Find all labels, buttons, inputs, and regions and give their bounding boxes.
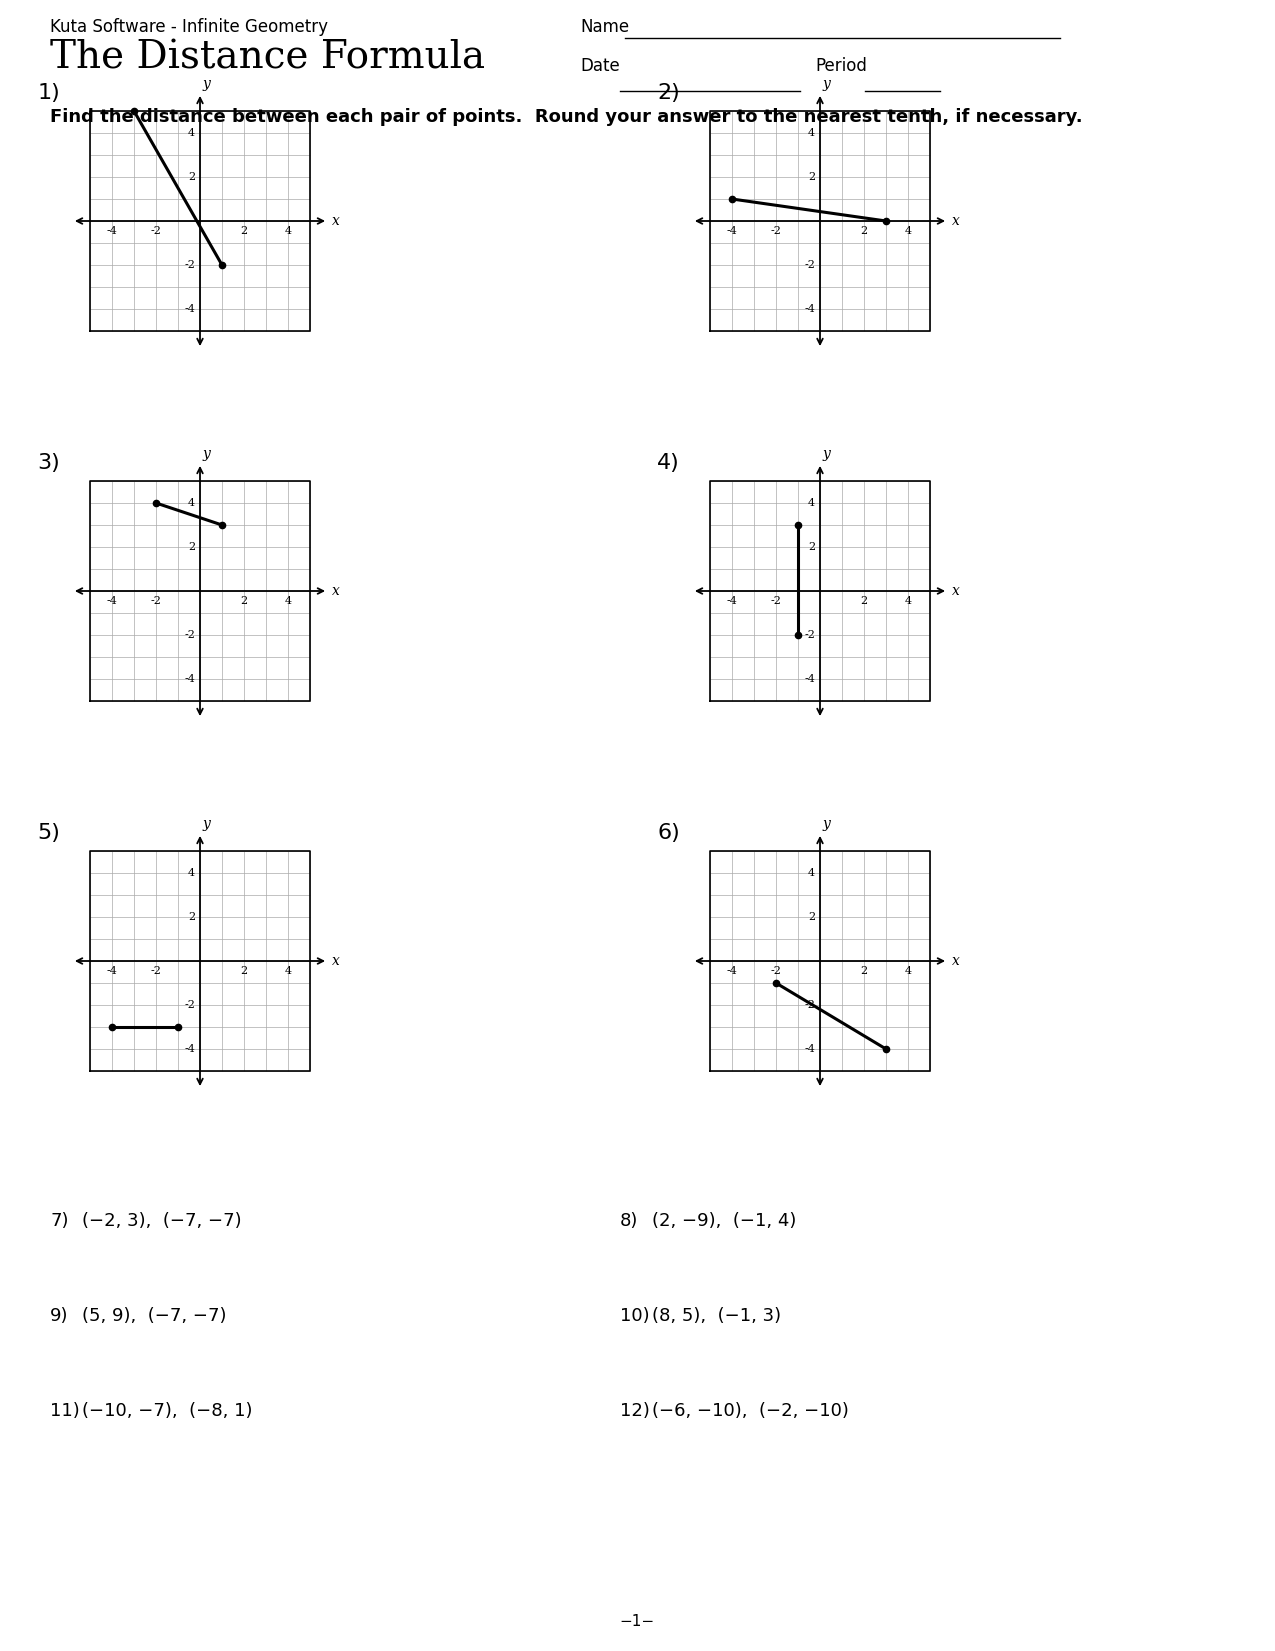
Text: (−10, −7),  (−8, 1): (−10, −7), (−8, 1) — [82, 1402, 252, 1420]
Text: x: x — [332, 584, 340, 598]
Text: y: y — [822, 817, 831, 830]
Text: x: x — [332, 215, 340, 228]
Text: -2: -2 — [805, 1001, 815, 1010]
Text: 4: 4 — [904, 966, 912, 976]
Text: 4): 4) — [657, 452, 680, 472]
Text: 2: 2 — [241, 966, 247, 976]
Text: -4: -4 — [107, 966, 117, 976]
Text: 4: 4 — [187, 868, 195, 878]
Text: -4: -4 — [184, 304, 195, 314]
Text: y: y — [822, 447, 831, 461]
Text: Date: Date — [580, 58, 620, 74]
Text: -2: -2 — [805, 631, 815, 641]
Text: 2: 2 — [808, 172, 815, 182]
Text: 3): 3) — [37, 452, 60, 472]
Text: Find the distance between each pair of points.  Round your answer to the nearest: Find the distance between each pair of p… — [50, 107, 1082, 125]
Text: Period: Period — [815, 58, 867, 74]
Text: y: y — [203, 78, 210, 91]
Text: 7): 7) — [50, 1212, 69, 1230]
Text: 12): 12) — [620, 1402, 650, 1420]
Text: 8): 8) — [620, 1212, 639, 1230]
Text: -2: -2 — [150, 596, 162, 606]
Text: 9): 9) — [50, 1308, 69, 1326]
Text: 4: 4 — [284, 596, 292, 606]
Text: 2: 2 — [187, 172, 195, 182]
Text: -2: -2 — [184, 259, 195, 271]
Text: 4: 4 — [904, 226, 912, 236]
Text: -2: -2 — [150, 226, 162, 236]
Text: 2): 2) — [657, 83, 680, 102]
Text: x: x — [952, 584, 960, 598]
Text: -4: -4 — [805, 674, 815, 684]
Text: 2: 2 — [187, 911, 195, 921]
Text: 1): 1) — [37, 83, 60, 102]
Text: 2: 2 — [241, 226, 247, 236]
Text: -4: -4 — [107, 226, 117, 236]
Text: 4: 4 — [187, 499, 195, 509]
Text: -2: -2 — [805, 259, 815, 271]
Text: −1−: −1− — [620, 1615, 654, 1630]
Text: y: y — [822, 78, 831, 91]
Text: 4: 4 — [808, 129, 815, 139]
Text: (−2, 3),  (−7, −7): (−2, 3), (−7, −7) — [82, 1212, 242, 1230]
Text: 4: 4 — [904, 596, 912, 606]
Text: 2: 2 — [861, 966, 867, 976]
Text: Kuta Software - Infinite Geometry: Kuta Software - Infinite Geometry — [50, 18, 328, 36]
Text: -4: -4 — [805, 304, 815, 314]
Text: -4: -4 — [805, 1043, 815, 1053]
Text: (2, −9),  (−1, 4): (2, −9), (−1, 4) — [652, 1212, 797, 1230]
Text: y: y — [203, 447, 210, 461]
Text: 2: 2 — [808, 911, 815, 921]
Text: 4: 4 — [187, 129, 195, 139]
Text: 4: 4 — [808, 499, 815, 509]
Text: 4: 4 — [808, 868, 815, 878]
Text: -4: -4 — [184, 1043, 195, 1053]
Text: -4: -4 — [727, 966, 737, 976]
Text: 2: 2 — [187, 542, 195, 551]
Text: (8, 5),  (−1, 3): (8, 5), (−1, 3) — [652, 1308, 782, 1326]
Text: 2: 2 — [808, 542, 815, 551]
Text: 4: 4 — [284, 966, 292, 976]
Text: -4: -4 — [727, 226, 737, 236]
Text: -2: -2 — [184, 1001, 195, 1010]
Text: (5, 9),  (−7, −7): (5, 9), (−7, −7) — [82, 1308, 227, 1326]
Text: (−6, −10),  (−2, −10): (−6, −10), (−2, −10) — [652, 1402, 849, 1420]
Text: -2: -2 — [770, 596, 782, 606]
Text: 2: 2 — [241, 596, 247, 606]
Text: -4: -4 — [184, 674, 195, 684]
Text: x: x — [952, 215, 960, 228]
Text: 2: 2 — [861, 226, 867, 236]
Text: 10): 10) — [620, 1308, 650, 1326]
Text: -2: -2 — [770, 966, 782, 976]
Text: 4: 4 — [284, 226, 292, 236]
Text: x: x — [332, 954, 340, 967]
Text: x: x — [952, 954, 960, 967]
Text: 6): 6) — [657, 822, 680, 844]
Text: 11): 11) — [50, 1402, 80, 1420]
Text: The Distance Formula: The Distance Formula — [50, 40, 485, 76]
Text: -2: -2 — [184, 631, 195, 641]
Text: -4: -4 — [107, 596, 117, 606]
Text: -4: -4 — [727, 596, 737, 606]
Text: 5): 5) — [37, 822, 60, 844]
Text: -2: -2 — [150, 966, 162, 976]
Text: Name: Name — [580, 18, 629, 36]
Text: 2: 2 — [861, 596, 867, 606]
Text: -2: -2 — [770, 226, 782, 236]
Text: y: y — [203, 817, 210, 830]
